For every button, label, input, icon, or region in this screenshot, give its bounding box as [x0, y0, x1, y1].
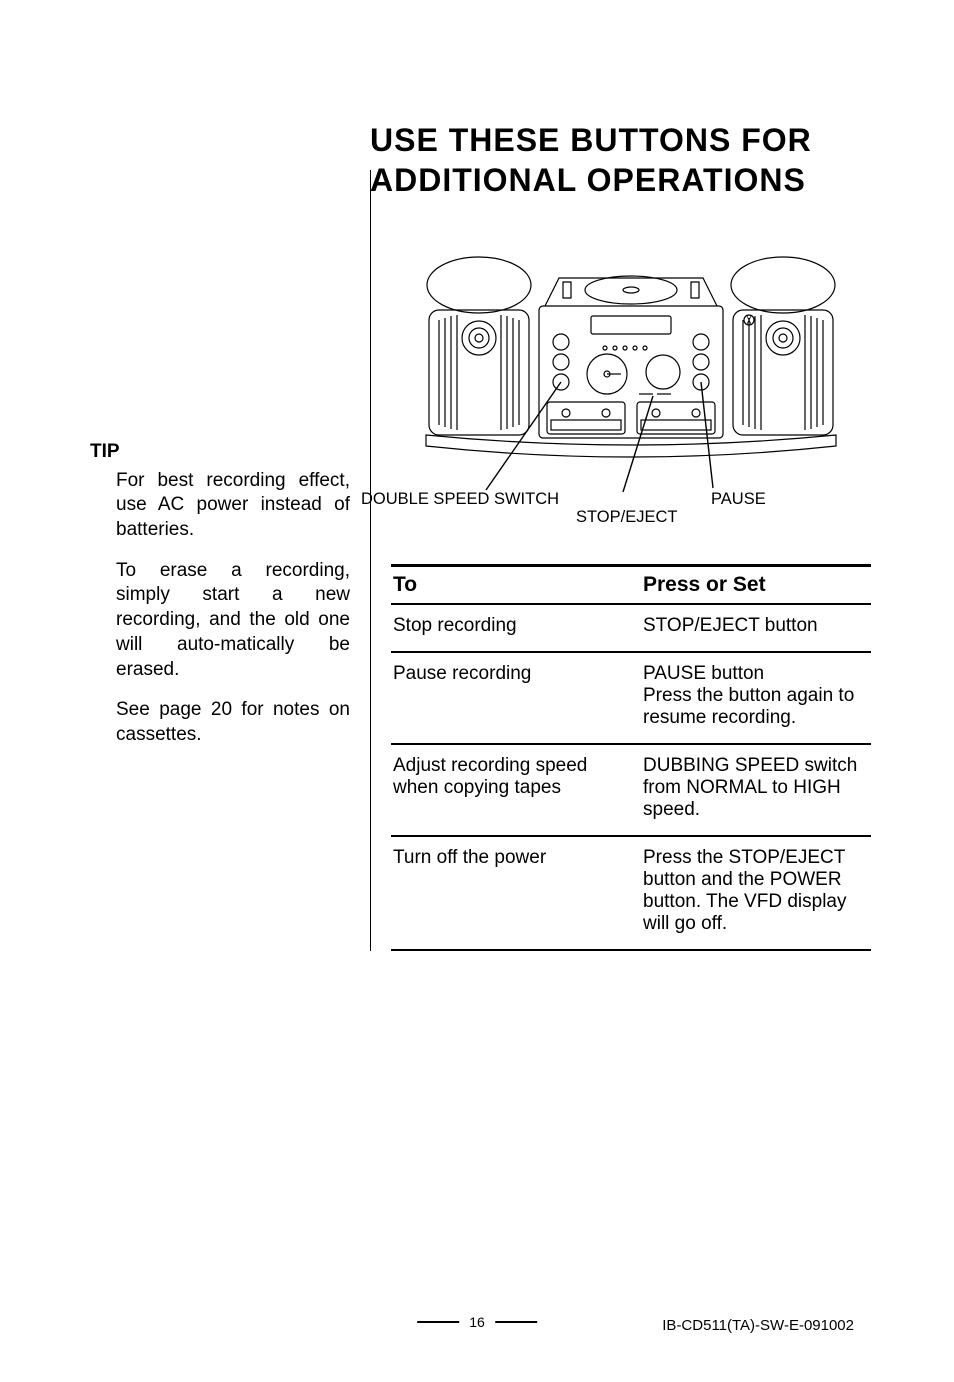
tip-paragraph-1: For best recording effect, use AC power …: [90, 469, 350, 543]
table-cell-to: Adjust recording speed when copying tape…: [391, 745, 641, 835]
page-title: USE THESE BUTTONS FOR ADDITIONAL OPERATI…: [90, 120, 864, 200]
table-row: Stop recording STOP/EJECT button: [391, 605, 871, 653]
tip-paragraph-3: See page 20 for notes on cassettes.: [90, 698, 350, 747]
page-number-line-left: [417, 1321, 459, 1323]
device-illustration: DOUBLE SPEED SWITCH STOP/EJECT PAUSE: [391, 220, 871, 540]
table-cell-action: STOP/EJECT button: [641, 605, 871, 651]
table-row: Turn off the power Press the STOP/EJECT …: [391, 837, 871, 951]
title-line-1: USE THESE BUTTONS FOR: [370, 122, 812, 158]
table-header-row: To Press or Set: [391, 564, 871, 605]
callout-pause: PAUSE: [711, 490, 766, 509]
table-cell-action: Press the STOP/EJECT button and the POWE…: [641, 837, 871, 949]
tip-paragraph-2: To erase a recording, simply start a new…: [90, 559, 350, 682]
page-number: 16: [417, 1314, 537, 1330]
table-row: Adjust recording speed when copying tape…: [391, 745, 871, 837]
table-cell-to: Stop recording: [391, 605, 641, 651]
tip-heading: TIP: [90, 440, 350, 465]
table-row: Pause recording PAUSE button Press the b…: [391, 653, 871, 745]
callout-double-speed-switch: DOUBLE SPEED SWITCH: [361, 490, 559, 509]
table-cell-to: Pause recording: [391, 653, 641, 743]
operations-table: To Press or Set Stop recording STOP/EJEC…: [391, 564, 871, 951]
page-number-value: 16: [469, 1314, 485, 1330]
table-cell-to: Turn off the power: [391, 837, 641, 949]
sidebar-tip: TIP For best recording effect, use AC po…: [90, 220, 350, 951]
table-cell-action: DUBBING SPEED switch from NORMAL to HIGH…: [641, 745, 871, 835]
table-cell-action: PAUSE button Press the button again to r…: [641, 653, 871, 743]
table-header-action: Press or Set: [641, 567, 871, 603]
callout-stop-eject: STOP/EJECT: [576, 508, 677, 527]
table-header-to: To: [391, 567, 641, 603]
document-id: IB-CD511(TA)-SW-E-091002: [662, 1317, 854, 1334]
title-line-2: ADDITIONAL OPERATIONS: [370, 162, 806, 198]
vertical-divider: [370, 170, 371, 951]
page-number-line-right: [495, 1321, 537, 1323]
